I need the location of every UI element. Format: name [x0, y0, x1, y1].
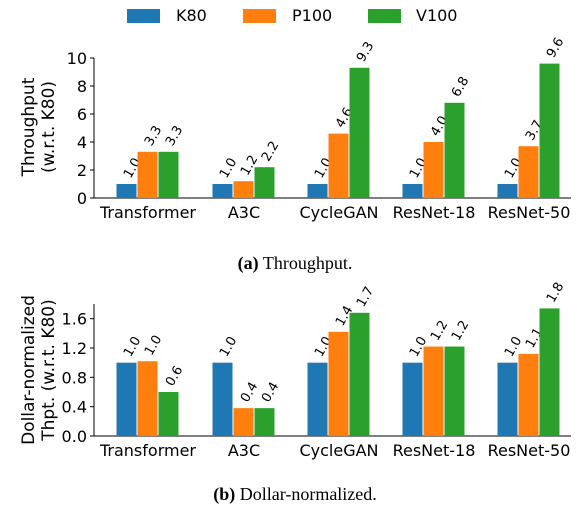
- chart-b-caption-label: (b): [213, 484, 235, 505]
- chart-a-data-label-transformer-v100: 3.3: [163, 123, 186, 148]
- chart-a-bar-resnet-50-v100: [539, 63, 560, 198]
- chart-a-data-label-a3c-k80: 1.0: [217, 156, 240, 181]
- chart-b-ylabel-line2: Thpt. (w.r.t. K80): [39, 299, 59, 442]
- legend-swatch-p100: [243, 9, 276, 23]
- chart-b-bar-cyclegan-k80: [307, 362, 328, 436]
- chart-b-ytick-label: 0.4: [62, 398, 87, 417]
- chart-a-ylabel-line2: (w.r.t. K80): [39, 81, 59, 173]
- chart-a-bar-transformer-p100: [137, 151, 158, 198]
- chart-a-xtick-label-resnet-50: ResNet-50: [488, 203, 571, 222]
- chart-a-data-label-resnet-50-v100: 9.6: [544, 35, 567, 60]
- chart-a-ytick-label: 8: [77, 77, 87, 96]
- chart-b-xtick-label-resnet-50: ResNet-50: [488, 441, 571, 460]
- chart-b-data-label-a3c-k80: 1.0: [217, 334, 240, 359]
- chart-a-bar-a3c-v100: [254, 167, 275, 198]
- chart-a-data-label-transformer-p100: 3.3: [142, 123, 165, 148]
- chart-a-bar-resnet-50-p100: [518, 146, 539, 198]
- chart-a-bar-a3c-p100: [233, 181, 254, 198]
- chart-b-xtick-label-cyclegan: CycleGAN: [299, 441, 378, 460]
- chart-a-bar-cyclegan-v100: [349, 67, 370, 198]
- chart-a-caption-label: (a): [238, 253, 259, 274]
- chart-b-ytick-label: 0.8: [62, 368, 87, 387]
- chart-b-data-label-resnet-18-p100: 1.2: [428, 318, 451, 343]
- chart-a-bar-a3c-k80: [212, 184, 233, 198]
- chart-a-ytick-label: 10: [67, 49, 87, 68]
- chart-a-xtick-label-a3c: A3C: [228, 203, 260, 222]
- chart-b-data-label-transformer-k80: 1.0: [121, 334, 144, 359]
- chart-a-ytick-label: 6: [77, 105, 87, 124]
- chart-b-bar-resnet-50-k80: [497, 362, 518, 436]
- chart-b-bar-resnet-50-p100: [518, 353, 539, 436]
- chart-b-caption: (b) Dollar-normalized.: [213, 484, 377, 505]
- legend-label-k80: K80: [176, 6, 207, 25]
- chart-b-ytick-label: 0.0: [62, 427, 87, 446]
- chart-b-bar-resnet-18-k80: [402, 362, 423, 436]
- legend-swatch-v100: [368, 9, 401, 23]
- chart-a-ylabel: Throughput (w.r.t. K80): [19, 77, 59, 177]
- chart-b-caption-text: Dollar-normalized.: [235, 484, 377, 504]
- chart-b-bar-transformer-p100: [137, 361, 158, 436]
- chart-b-ytick-label: 1.2: [62, 339, 87, 358]
- chart-a-bar-cyclegan-p100: [328, 133, 349, 198]
- chart-a-bar-resnet-18-p100: [423, 142, 444, 198]
- chart-b-data-label-a3c-v100: 0.4: [259, 380, 282, 405]
- chart-dollar-normalized: Dollar-normalized Thpt. (w.r.t. K80) 0.0…: [19, 280, 571, 505]
- chart-b-bar-resnet-18-p100: [423, 346, 444, 436]
- chart-b-data-label-transformer-p100: 1.0: [142, 333, 165, 358]
- chart-b-plot-area: 0.00.40.81.21.61.01.00.6Transformer1.00.…: [62, 280, 571, 460]
- legend-label-v100: V100: [416, 6, 457, 25]
- chart-b-data-label-cyclegan-v100: 1.7: [354, 284, 377, 309]
- chart-b-ylabel: Dollar-normalized Thpt. (w.r.t. K80): [19, 295, 59, 445]
- chart-b-xtick-label-transformer: Transformer: [99, 441, 196, 460]
- chart-a-data-label-cyclegan-v100: 9.3: [354, 39, 377, 64]
- chart-b-bar-cyclegan-v100: [349, 312, 370, 436]
- chart-b-bar-a3c-p100: [233, 408, 254, 436]
- chart-b-bar-resnet-50-v100: [539, 308, 560, 436]
- chart-a-ytick-label: 4: [77, 133, 87, 152]
- chart-b-xtick-label-a3c: A3C: [228, 441, 260, 460]
- chart-b-data-label-transformer-v100: 0.6: [163, 364, 186, 389]
- chart-b-bar-cyclegan-p100: [328, 331, 349, 436]
- chart-a-caption: (a) Throughput.: [238, 253, 353, 274]
- chart-a-xtick-label-cyclegan: CycleGAN: [299, 203, 378, 222]
- chart-a-data-label-a3c-v100: 2.2: [259, 139, 282, 164]
- chart-b-bar-resnet-18-v100: [444, 346, 465, 436]
- chart-b-xtick-label-resnet-18: ResNet-18: [393, 441, 476, 460]
- chart-a-bar-resnet-50-k80: [497, 184, 518, 198]
- chart-a-data-label-resnet-18-v100: 6.8: [449, 74, 472, 99]
- chart-a-bar-cyclegan-k80: [307, 184, 328, 198]
- chart-a-xtick-label-transformer: Transformer: [99, 203, 196, 222]
- chart-b-data-label-resnet-18-v100: 1.2: [449, 318, 472, 343]
- chart-b-bar-a3c-k80: [212, 362, 233, 436]
- chart-b-data-label-a3c-p100: 0.4: [238, 380, 261, 405]
- chart-a-plot-area: 02468101.03.33.3Transformer1.01.22.2A3C1…: [67, 35, 571, 222]
- chart-b-ytick-label: 1.6: [62, 310, 87, 329]
- chart-a-xtick-label-resnet-18: ResNet-18: [393, 203, 476, 222]
- chart-b-ylabel-line1: Dollar-normalized: [19, 295, 39, 445]
- chart-a-ylabel-line1: Throughput: [19, 77, 39, 177]
- chart-b-data-label-resnet-50-v100: 1.8: [544, 280, 567, 305]
- chart-b-bar-a3c-v100: [254, 408, 275, 436]
- chart-throughput: Throughput (w.r.t. K80) 0 2 4 6 8 10 1.0 3.33.3…: [19, 35, 571, 274]
- chart-a-ytick-label: 2: [77, 161, 87, 180]
- chart-a-bar-transformer-k80: [116, 184, 137, 198]
- chart-a-bar-transformer-v100: [158, 151, 179, 198]
- chart-a-caption-text: Throughput.: [259, 253, 353, 273]
- chart-b-bar-transformer-k80: [116, 362, 137, 436]
- chart-a-bar-resnet-18-v100: [444, 102, 465, 198]
- legend-label-p100: P100: [292, 6, 332, 25]
- chart-a-ytick-label: 0: [77, 189, 87, 208]
- legend: K80 P100 V100: [127, 6, 457, 25]
- legend-swatch-k80: [127, 9, 160, 23]
- chart-b-bar-transformer-v100: [158, 392, 179, 436]
- chart-a-bar-resnet-18-k80: [402, 184, 423, 198]
